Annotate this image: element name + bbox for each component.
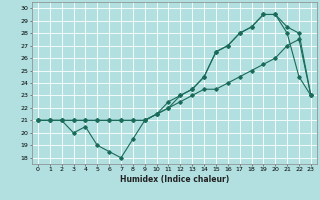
X-axis label: Humidex (Indice chaleur): Humidex (Indice chaleur): [120, 175, 229, 184]
